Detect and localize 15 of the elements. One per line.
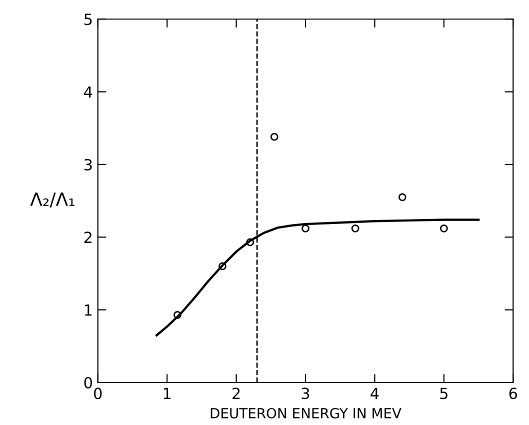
x-tick-label: 6 xyxy=(509,388,518,400)
x-tick-label: 1 xyxy=(164,388,171,399)
x-tick-label: 2 xyxy=(232,388,240,399)
y-axis-title: Λ₂/Λ₁ xyxy=(30,192,74,208)
y-tick-label: 5 xyxy=(84,14,92,26)
x-axis-title: DEUTERON ENERGY IN MEV xyxy=(210,408,402,418)
y-tick-label: 2 xyxy=(84,232,92,243)
x-tick-label: 3 xyxy=(302,388,310,400)
x-tick-label: 0 xyxy=(94,388,102,400)
y-tick-label: 1 xyxy=(84,304,92,316)
y-tick-label: 4 xyxy=(84,86,92,98)
x-tick-label: 4 xyxy=(370,388,379,399)
x-tick-label: 5 xyxy=(440,388,448,400)
y-tick-label: 3 xyxy=(84,158,92,170)
y-tick-label: 0 xyxy=(84,376,92,389)
